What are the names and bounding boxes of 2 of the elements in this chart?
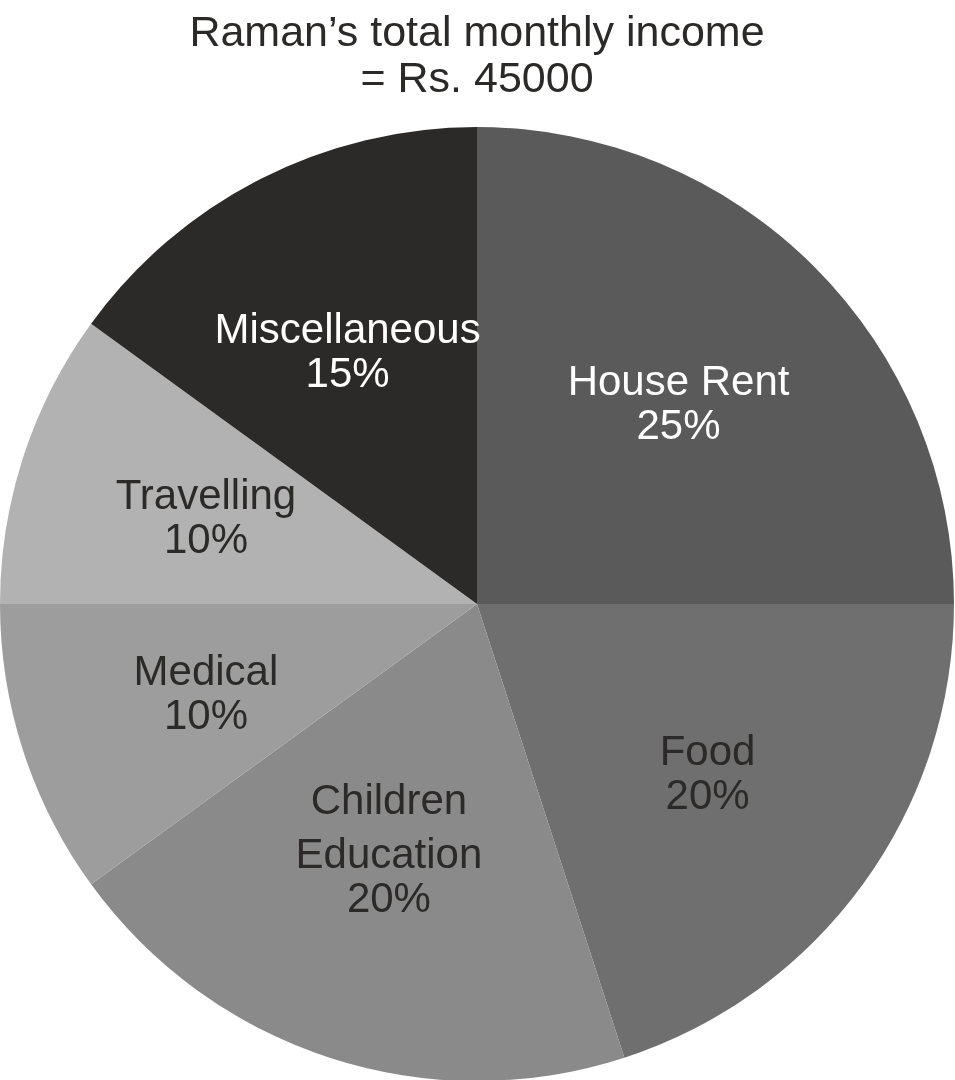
pie-slice: [91, 604, 625, 1080]
chart-title: Raman’s total monthly income = Rs. 45000: [189, 7, 765, 101]
